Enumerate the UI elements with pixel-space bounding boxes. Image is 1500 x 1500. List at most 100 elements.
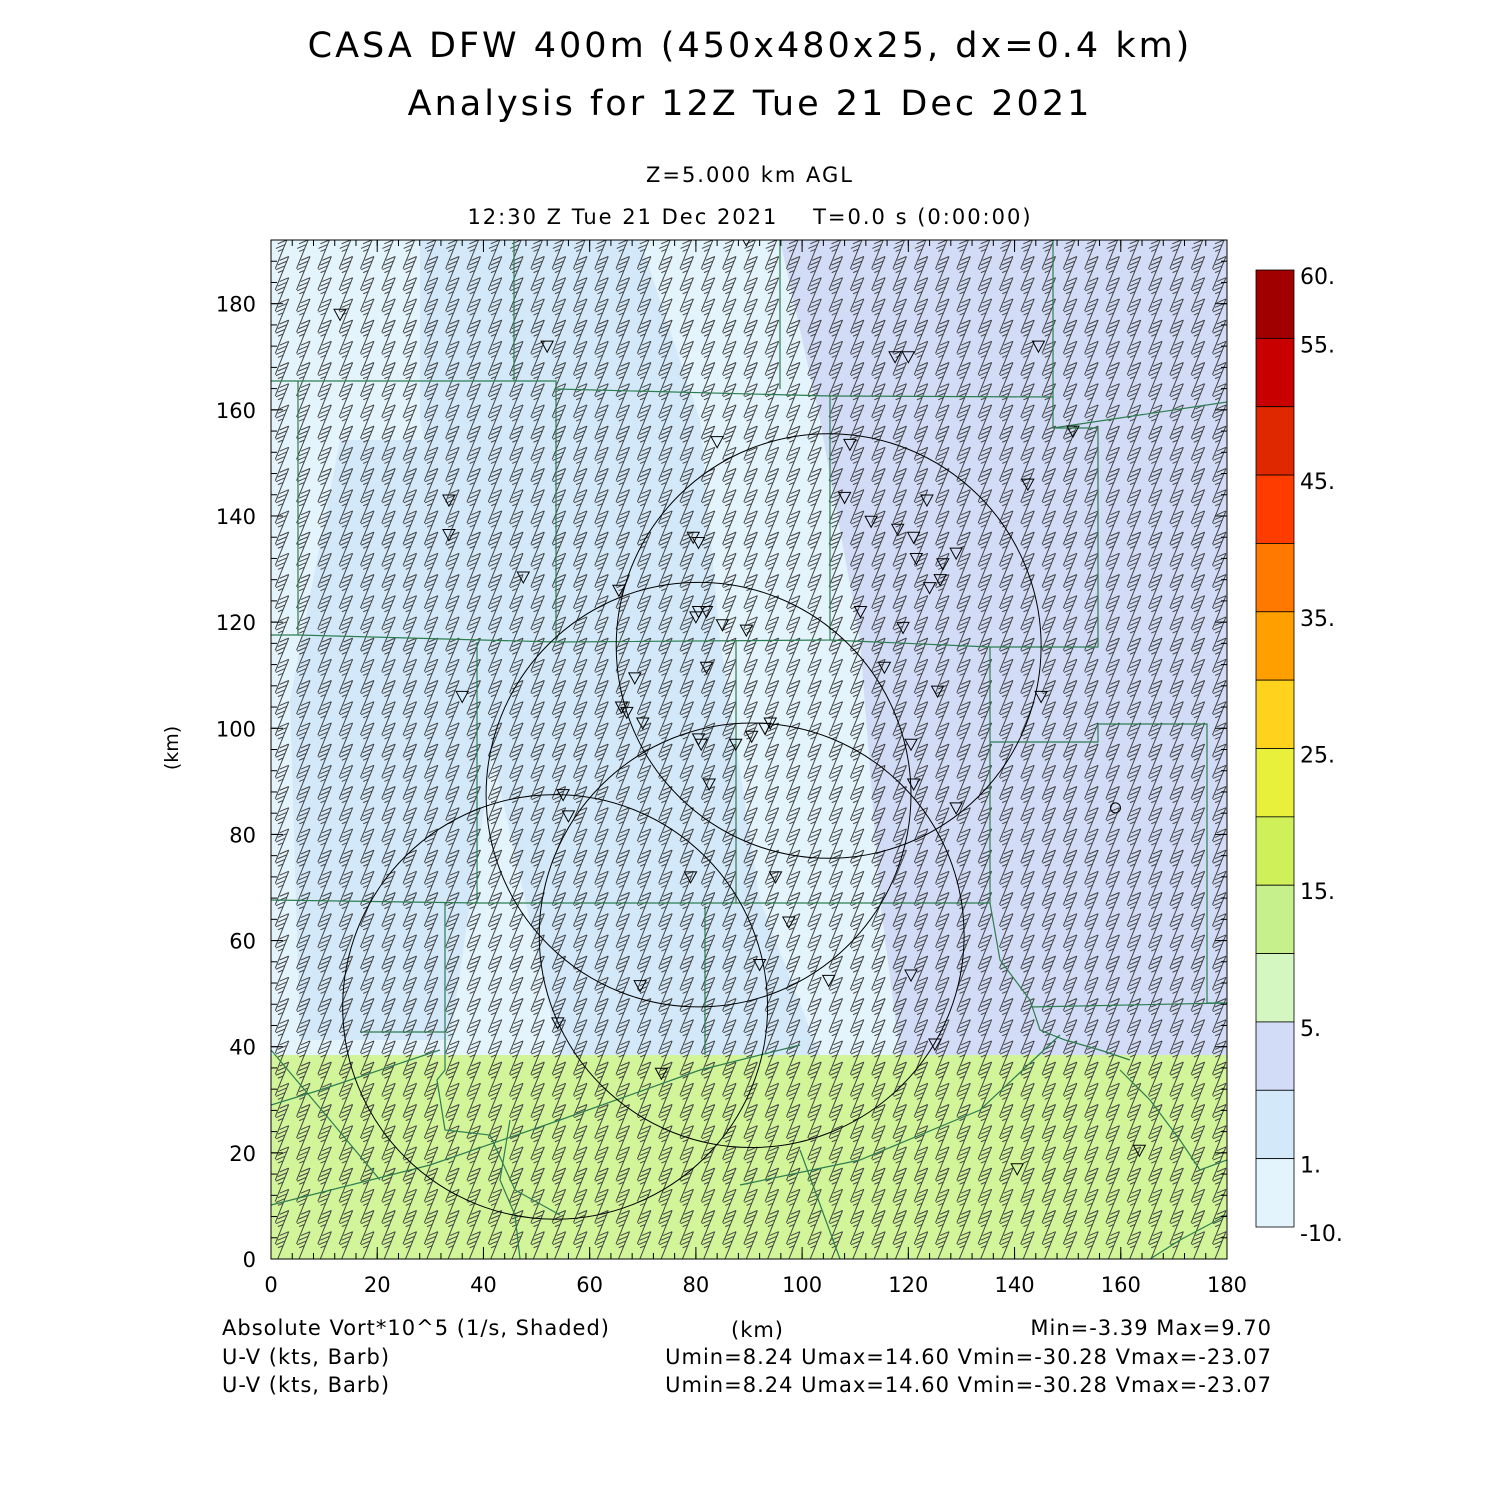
station-marker [922, 582, 937, 595]
colorbar-label: -10. [1300, 1222, 1343, 1247]
station-marker [516, 571, 531, 585]
station-marker [1020, 478, 1035, 492]
station-marker [906, 778, 921, 792]
station-marker [821, 974, 836, 988]
y-axis-label: (km) [161, 726, 183, 770]
x-tick-label: 40 [470, 1273, 497, 1297]
colorbar-segment [1255, 953, 1295, 1023]
station-marker [752, 958, 767, 972]
colorbar-segment [1255, 1021, 1295, 1091]
colorbar-label: 25. [1300, 744, 1335, 769]
station-marker [442, 494, 456, 508]
station-marker [949, 802, 963, 815]
site-circle-marker [1109, 802, 1121, 814]
station-marker [904, 969, 918, 983]
station-markers [333, 240, 1147, 1176]
radar-range-rings [342, 433, 1042, 1220]
station-marker [620, 706, 634, 720]
station-marker [333, 308, 347, 322]
radar-ring [615, 433, 1042, 859]
station-marker [612, 584, 626, 598]
station-marker [556, 789, 570, 802]
chart-title-line1: CASA DFW 400m (450x480x25, dx=0.4 km) [0, 26, 1500, 66]
station-marker [744, 730, 759, 744]
y-tick-label: 20 [229, 1142, 256, 1166]
colorbar-segment [1255, 816, 1295, 886]
colorbar-label: 60. [1300, 265, 1335, 290]
colorbar-segment [1255, 1089, 1295, 1160]
shaded-field [271, 240, 1227, 1259]
y-tick-label: 140 [216, 505, 256, 529]
station-marker [691, 537, 706, 550]
x-tick-label: 180 [1207, 1273, 1247, 1297]
colorbar-segment [1255, 543, 1295, 613]
station-marker [920, 494, 934, 508]
county-boundaries [271, 240, 1227, 1259]
colorbar-segment [1255, 748, 1295, 818]
colorbar-segment [1255, 679, 1295, 749]
station-marker [1034, 690, 1048, 704]
station-marker [901, 351, 916, 364]
colorbar-label: 1. [1300, 1154, 1321, 1179]
y-tick-label: 0 [243, 1248, 256, 1272]
colorbar-segment [1255, 884, 1295, 954]
station-marker [768, 871, 783, 884]
minmax-label: Min=-3.39 Max=9.70 [1030, 1316, 1272, 1340]
colorbar-segment [1255, 269, 1295, 339]
y-axis-ticks: 0 20 40 60 80 100 120 140 160 180 [216, 239, 1227, 1272]
shaded-field-label: Absolute Vort*10^5 (1/s, Shaded) [222, 1316, 610, 1340]
station-marker [853, 606, 868, 619]
station-marker [739, 624, 754, 638]
station-marker [715, 619, 730, 632]
station-marker [864, 515, 878, 529]
station-marker [699, 661, 714, 675]
barb2-stats: Umin=8.24 Umax=14.60 Vmin=-30.28 Vmax=-2… [665, 1373, 1272, 1397]
colorbar-segment [1255, 406, 1295, 476]
colorbar-segment [1255, 474, 1295, 544]
x-axis-label: (km) [731, 1318, 784, 1342]
station-marker [633, 980, 647, 993]
y-tick-label: 80 [229, 823, 256, 847]
station-marker [702, 778, 717, 792]
station-marker [933, 574, 948, 587]
x-tick-label: 120 [888, 1273, 928, 1297]
radar-ring [538, 722, 965, 1149]
station-marker [540, 340, 555, 354]
colorbar-segment [1255, 1158, 1295, 1228]
colorbar-label: 15. [1300, 880, 1335, 905]
station-marker [694, 738, 709, 752]
level-label: Z=5.000 km AGL [0, 163, 1500, 187]
station-marker [888, 351, 902, 364]
station-marker [837, 491, 852, 505]
radar-ring [342, 794, 769, 1220]
chart-title-line2: Analysis for 12Z Tue 21 Dec 2021 [0, 84, 1500, 124]
station-marker [877, 661, 892, 675]
x-tick-label: 60 [576, 1273, 603, 1297]
colorbar-segment [1255, 611, 1295, 681]
y-tick-label: 40 [229, 1036, 256, 1060]
station-marker [1132, 1144, 1147, 1158]
station-marker [710, 436, 724, 449]
station-marker [627, 672, 642, 685]
colorbar-segment [1255, 337, 1295, 408]
station-marker [904, 738, 918, 752]
station-marker [442, 529, 456, 542]
barb1-stats: Umin=8.24 Umax=14.60 Vmin=-30.28 Vmax=-2… [665, 1345, 1272, 1369]
y-tick-label: 100 [216, 717, 256, 741]
y-tick-label: 120 [216, 611, 256, 635]
station-marker [689, 611, 703, 624]
station-marker [758, 722, 772, 736]
station-marker [906, 531, 921, 545]
station-marker [890, 523, 905, 537]
x-tick-label: 100 [782, 1273, 822, 1297]
x-axis-ticks: 0 20 40 60 80 100 120 140 160 180 [264, 240, 1247, 1297]
station-marker [909, 552, 924, 566]
colorbar-label: 55. [1300, 333, 1335, 358]
station-marker [936, 558, 950, 571]
x-tick-label: 140 [995, 1273, 1035, 1297]
station-marker [949, 547, 963, 561]
station-marker [781, 916, 796, 930]
colorbar: 60. 55. 45. 35. 25. 15. 5. 1. -10. [1255, 265, 1343, 1247]
valid-time-label: 12:30 Z Tue 21 Dec 2021 T=0.0 s (0:00:00… [0, 205, 1500, 229]
